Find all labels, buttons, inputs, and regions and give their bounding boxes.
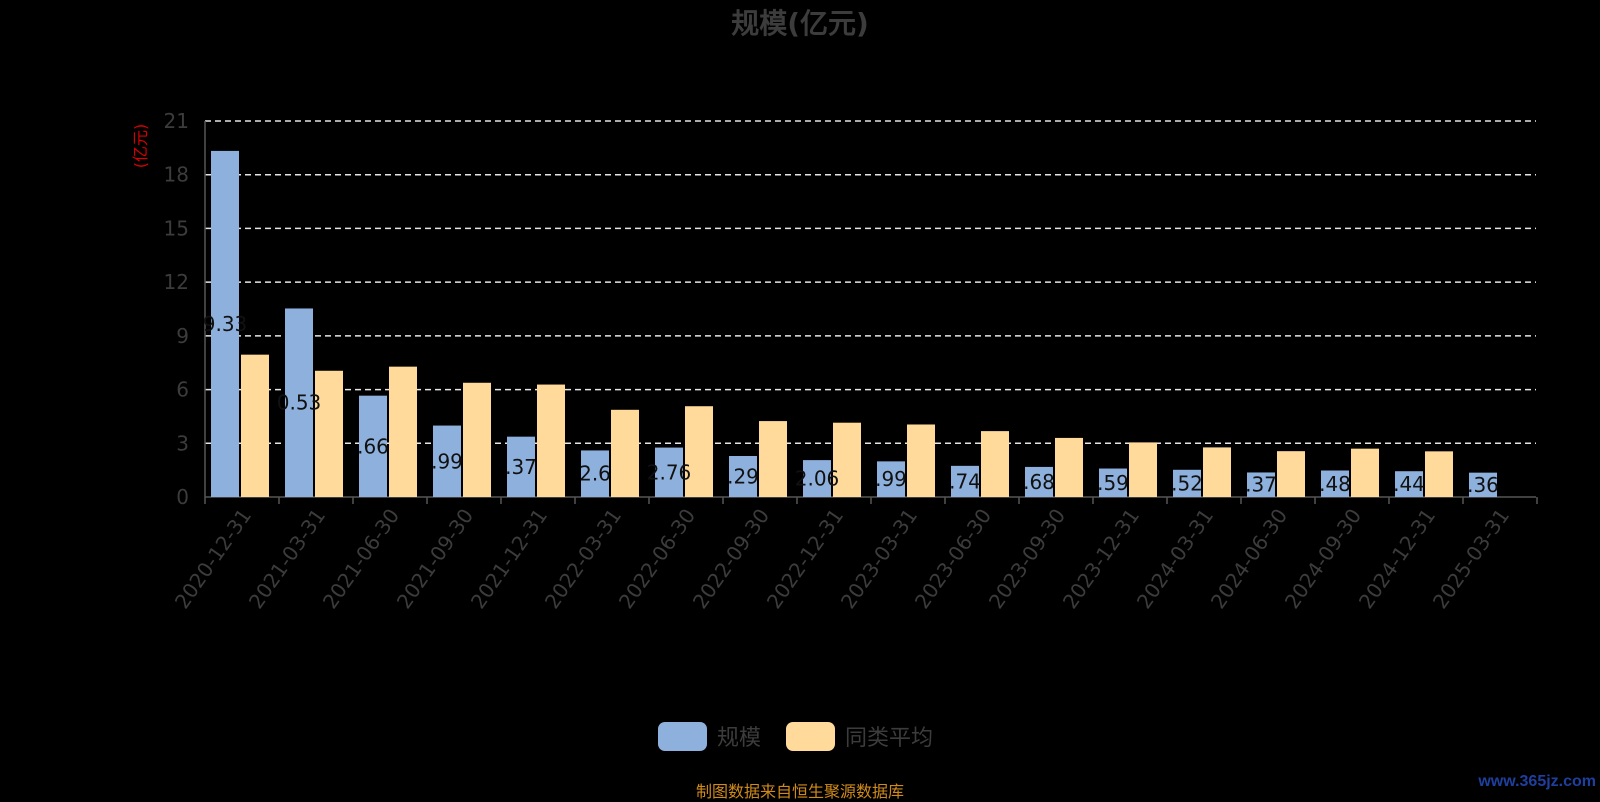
x-tick-label: 2024-09-30 <box>1280 504 1366 613</box>
data-source-note: 制图数据来自恒生聚源数据库 <box>695 782 904 801</box>
x-tick-label: 2021-12-31 <box>466 504 552 613</box>
x-tick-label: 2022-09-30 <box>688 504 774 613</box>
gridlines <box>205 120 1536 445</box>
bar-peer-average <box>685 406 713 497</box>
bar-peer-average <box>833 422 861 497</box>
data-label: .37 <box>1245 473 1277 497</box>
bar-peer-average <box>907 424 935 497</box>
bar-scale <box>581 450 609 497</box>
bar-scale <box>1321 470 1349 497</box>
data-label: 2.76 <box>647 460 692 484</box>
bar-scale <box>729 455 757 497</box>
data-label: .59 <box>1097 471 1129 495</box>
y-tick-label: 9 <box>176 324 189 348</box>
bar-scale <box>285 308 313 497</box>
bar-scale <box>951 465 979 497</box>
legend-swatch <box>658 722 707 751</box>
bar-peer-average <box>1351 448 1379 497</box>
bar-peer-average <box>611 409 639 497</box>
bar-peer-average <box>1203 447 1231 497</box>
x-tick-label: 2023-09-30 <box>984 504 1070 613</box>
data-label: 2.06 <box>795 467 840 491</box>
x-tick-label: 2024-12-31 <box>1354 504 1440 613</box>
bar-peer-average <box>1425 451 1453 497</box>
x-tick-label: 2021-09-30 <box>392 504 478 613</box>
data-label: 9.33 <box>203 312 248 336</box>
data-label: .29 <box>727 464 759 488</box>
bar-peer-average <box>1055 437 1083 497</box>
legend-swatch <box>786 722 835 751</box>
x-tick-label: 2022-06-30 <box>614 504 700 613</box>
bar-scale <box>803 460 831 497</box>
y-tick-label: 0 <box>176 485 189 509</box>
x-tick-label: 2021-03-31 <box>244 504 330 613</box>
data-label: .74 <box>949 469 981 493</box>
bar-peer-average <box>981 431 1009 497</box>
bar-scale <box>1173 469 1201 497</box>
bar-peer-average <box>759 421 787 497</box>
bar-scale <box>1247 472 1275 497</box>
bar-scale <box>877 461 905 497</box>
x-tick-label: 2023-06-30 <box>910 504 996 613</box>
data-label: .68 <box>1023 470 1055 494</box>
y-tick-label: 18 <box>164 163 189 187</box>
bar-scale <box>507 436 535 497</box>
data-label: .99 <box>431 449 463 473</box>
bar-scale <box>359 395 387 497</box>
x-tick-label: 2022-03-31 <box>540 504 626 613</box>
bar-peer-average <box>389 366 417 497</box>
bar-peer-average <box>241 354 269 497</box>
bar-peer-average <box>463 382 491 497</box>
bar-scale <box>655 447 683 497</box>
legend: 规模 同类平均 <box>658 722 933 751</box>
chart-title: 规模(亿元) <box>731 7 869 40</box>
legend-label: 同类平均 <box>845 726 933 751</box>
x-tick-label: 2024-06-30 <box>1206 504 1292 613</box>
watermark: www.365jz.com <box>1478 773 1596 790</box>
data-label: .66 <box>357 434 389 458</box>
y-tick-label: 6 <box>176 378 189 402</box>
bar-peer-average <box>537 384 565 497</box>
data-label: 0.53 <box>277 391 322 415</box>
data-label: .44 <box>1393 472 1425 496</box>
bar-peer-average <box>315 370 343 497</box>
bar-peer-average <box>1129 442 1157 497</box>
x-tick-label: 2021-06-30 <box>318 504 404 613</box>
legend-label: 规模 <box>717 726 761 751</box>
bar-scale <box>1099 468 1127 497</box>
data-label: .99 <box>875 467 907 491</box>
y-tick-label: 21 <box>164 109 189 133</box>
x-tick-label: 2020-12-31 <box>170 504 256 613</box>
bar-scale <box>1025 466 1053 497</box>
axes: 0 3 6 9 12 15 18 21 2020-12-312021-03-312021-06-… <box>164 109 1538 613</box>
data-label: .36 <box>1467 473 1499 497</box>
x-tick-label: 2023-12-31 <box>1058 504 1144 613</box>
y-tick-label: 15 <box>164 216 189 240</box>
bar-scale <box>211 150 239 498</box>
bar-scale <box>1395 471 1423 497</box>
y-tick-label: 3 <box>176 431 189 455</box>
x-tick-label: 2022-12-31 <box>762 504 848 613</box>
data-label: .48 <box>1319 472 1351 496</box>
data-label: .37 <box>505 455 537 479</box>
bars: 9.33 0.53 .66 .99 .37 2.6 2.76 .29 2.06 .99 .74 .68… <box>203 150 1499 498</box>
bar-peer-average <box>1277 451 1305 497</box>
data-label: 2.6 <box>579 462 611 486</box>
x-tick-label: 2023-03-31 <box>836 504 922 613</box>
x-tick-label: 2025-03-31 <box>1428 504 1514 613</box>
data-label: .52 <box>1171 471 1203 495</box>
bar-scale <box>1469 472 1497 497</box>
y-axis-unit-label: (亿元) <box>131 124 150 169</box>
y-tick-label: 12 <box>164 270 189 294</box>
bar-scale <box>433 425 461 497</box>
x-tick-label: 2024-03-31 <box>1132 504 1218 613</box>
